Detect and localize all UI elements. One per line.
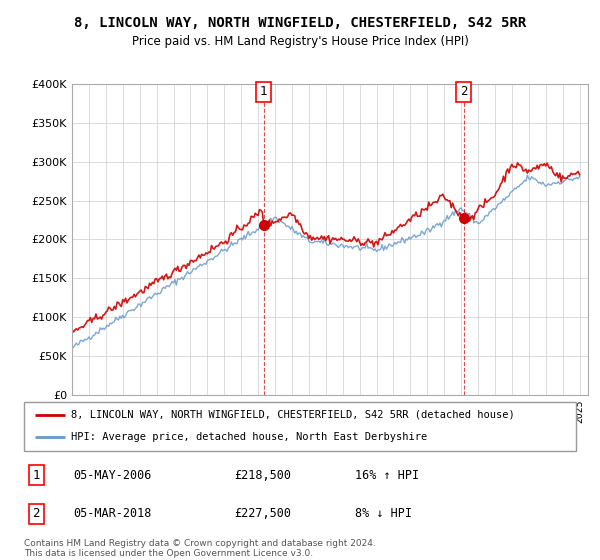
Text: Contains HM Land Registry data © Crown copyright and database right 2024.
This d: Contains HM Land Registry data © Crown c… <box>24 539 376 558</box>
Text: 8% ↓ HPI: 8% ↓ HPI <box>355 507 412 520</box>
Text: £218,500: £218,500 <box>234 469 291 482</box>
Text: 1: 1 <box>260 85 268 98</box>
Text: Price paid vs. HM Land Registry's House Price Index (HPI): Price paid vs. HM Land Registry's House … <box>131 35 469 48</box>
Text: 8, LINCOLN WAY, NORTH WINGFIELD, CHESTERFIELD, S42 5RR: 8, LINCOLN WAY, NORTH WINGFIELD, CHESTER… <box>74 16 526 30</box>
Text: 05-MAR-2018: 05-MAR-2018 <box>74 507 152 520</box>
Text: 2: 2 <box>32 507 40 520</box>
FancyBboxPatch shape <box>24 402 576 451</box>
Text: 2: 2 <box>460 85 468 98</box>
Text: 1: 1 <box>32 469 40 482</box>
Text: 05-MAY-2006: 05-MAY-2006 <box>74 469 152 482</box>
Text: £227,500: £227,500 <box>234 507 291 520</box>
Text: 8, LINCOLN WAY, NORTH WINGFIELD, CHESTERFIELD, S42 5RR (detached house): 8, LINCOLN WAY, NORTH WINGFIELD, CHESTER… <box>71 410 515 420</box>
Text: HPI: Average price, detached house, North East Derbyshire: HPI: Average price, detached house, Nort… <box>71 432 427 442</box>
Text: 16% ↑ HPI: 16% ↑ HPI <box>355 469 419 482</box>
